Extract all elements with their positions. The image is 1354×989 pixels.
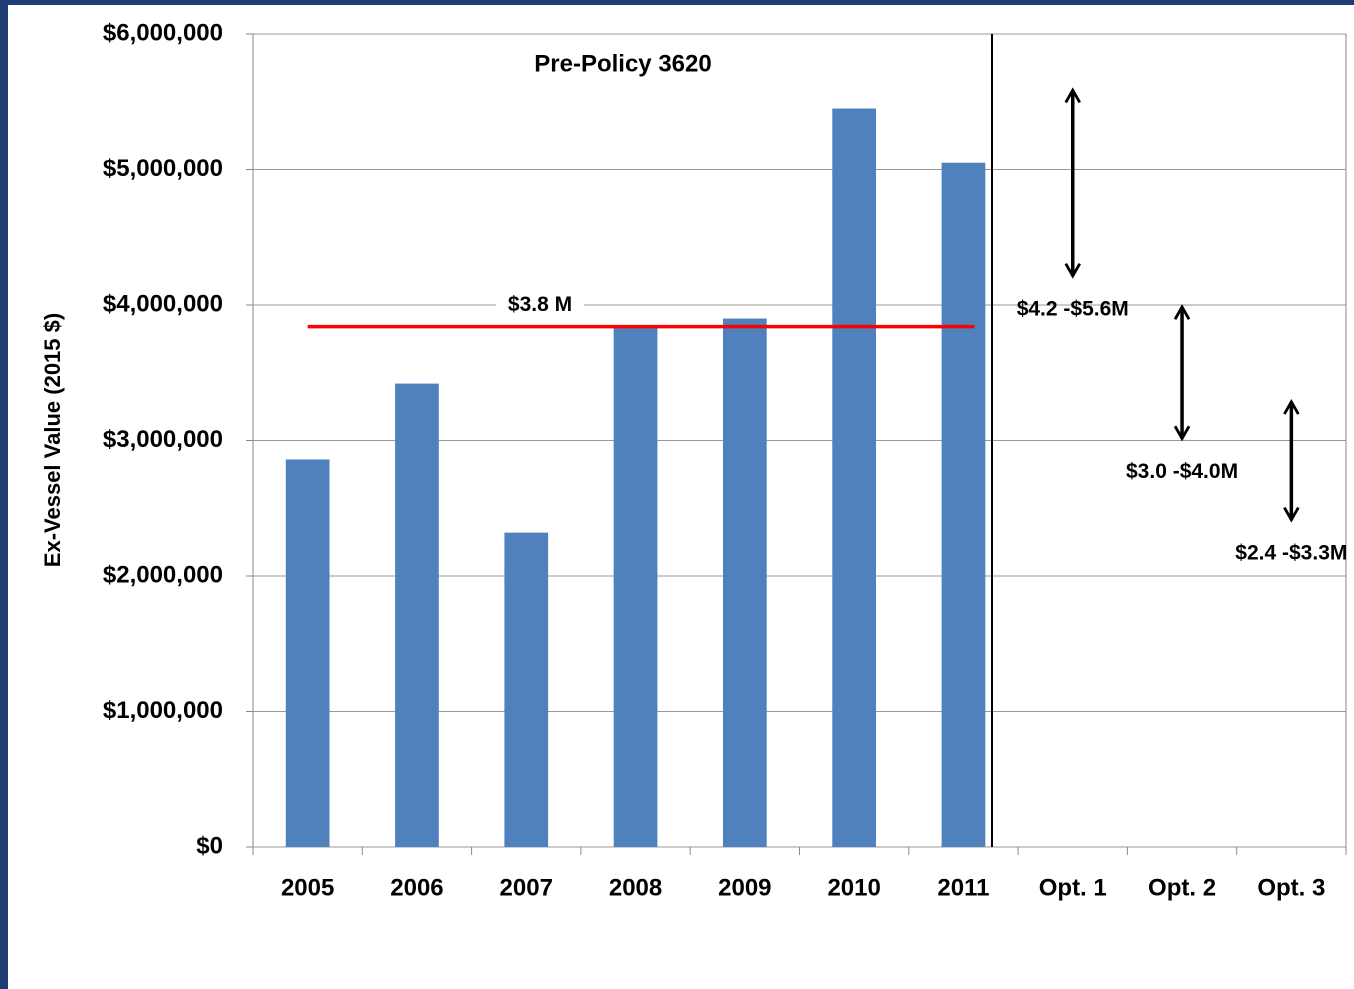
y-tick-label: $1,000,000 [103, 697, 223, 724]
x-tick-label: 2007 [500, 874, 553, 901]
range-label: $4.2 -$5.6M [1017, 297, 1129, 320]
x-tick-label: 2008 [609, 874, 662, 901]
bar [832, 108, 877, 847]
y-axis-label: Ex-Vessel Value (2015 $) [40, 313, 65, 567]
range-label: $2.4 -$3.3M [1235, 541, 1347, 564]
y-tick-label: $6,000,000 [103, 19, 223, 46]
range-label: $3.0 -$4.0M [1126, 460, 1238, 483]
x-tick-label: 2006 [390, 874, 443, 901]
x-tick-label: 2010 [827, 874, 880, 901]
x-tick-label: 2011 [937, 874, 989, 901]
reference-label: $3.8 M [508, 293, 572, 316]
y-tick-label: $2,000,000 [103, 561, 223, 588]
bar [395, 383, 439, 847]
x-tick-label: 2005 [281, 874, 334, 901]
bar [285, 459, 330, 847]
bar [722, 318, 767, 847]
y-tick-label: $3,000,000 [103, 426, 223, 453]
x-tick-label: 2009 [718, 874, 771, 901]
y-tick-label: $5,000,000 [103, 155, 223, 182]
reference-label-bg [495, 293, 585, 317]
bar [613, 325, 658, 847]
bar [504, 532, 549, 847]
annotation: Pre-Policy 3620 [534, 50, 711, 77]
y-tick-label: $0 [196, 832, 223, 859]
y-tick-label: $4,000,000 [103, 290, 223, 317]
x-tick-label: Opt. 1 [1039, 874, 1107, 901]
x-tick-label: Opt. 3 [1257, 874, 1325, 901]
bar [941, 162, 986, 848]
x-tick-label: Opt. 2 [1148, 874, 1216, 901]
